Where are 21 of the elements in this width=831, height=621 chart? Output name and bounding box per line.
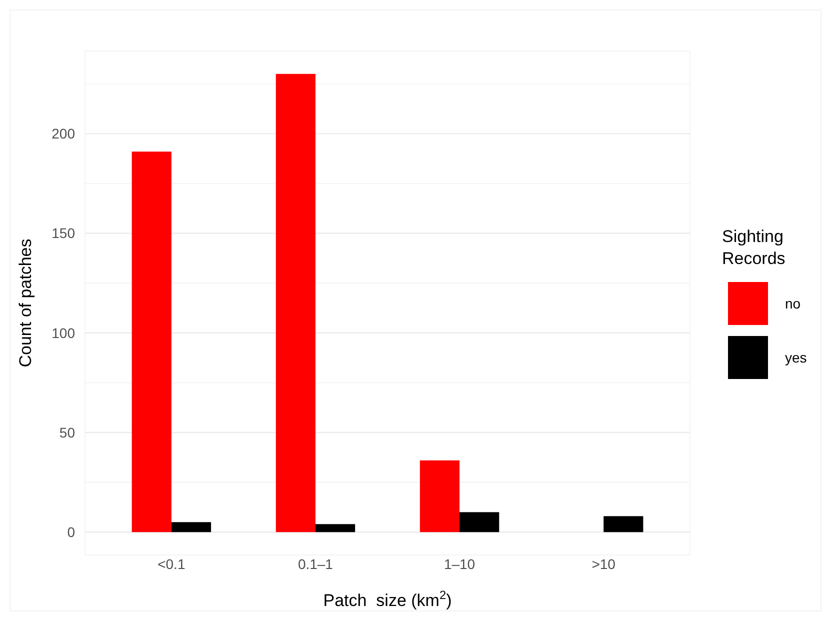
y-axis-title: Count of patches — [16, 238, 35, 368]
bar — [460, 512, 500, 532]
y-tick-label: 200 — [52, 126, 76, 142]
bar — [420, 460, 460, 532]
y-tick-label: 150 — [52, 225, 76, 242]
y-tick-label: 0 — [67, 524, 76, 540]
text: yes — [785, 349, 807, 366]
x-tick-label: <0.1 — [158, 556, 186, 572]
y-tick-label: 100 — [52, 324, 76, 341]
text: no — [785, 295, 801, 312]
x-tick-label: 0.1–1 — [298, 556, 334, 572]
x-axis-title: Patch size (km$^{2}$) — [323, 588, 452, 610]
x-tick-label: >10 — [592, 556, 616, 572]
y-tick-label: 50 — [59, 424, 76, 440]
bar — [276, 74, 316, 532]
bar — [171, 522, 212, 532]
bar — [315, 524, 356, 532]
bar — [604, 516, 644, 532]
legend-title: Sighting Records — [722, 227, 786, 268]
x-tick-label: 1–10 — [444, 556, 476, 572]
bar — [132, 152, 172, 532]
